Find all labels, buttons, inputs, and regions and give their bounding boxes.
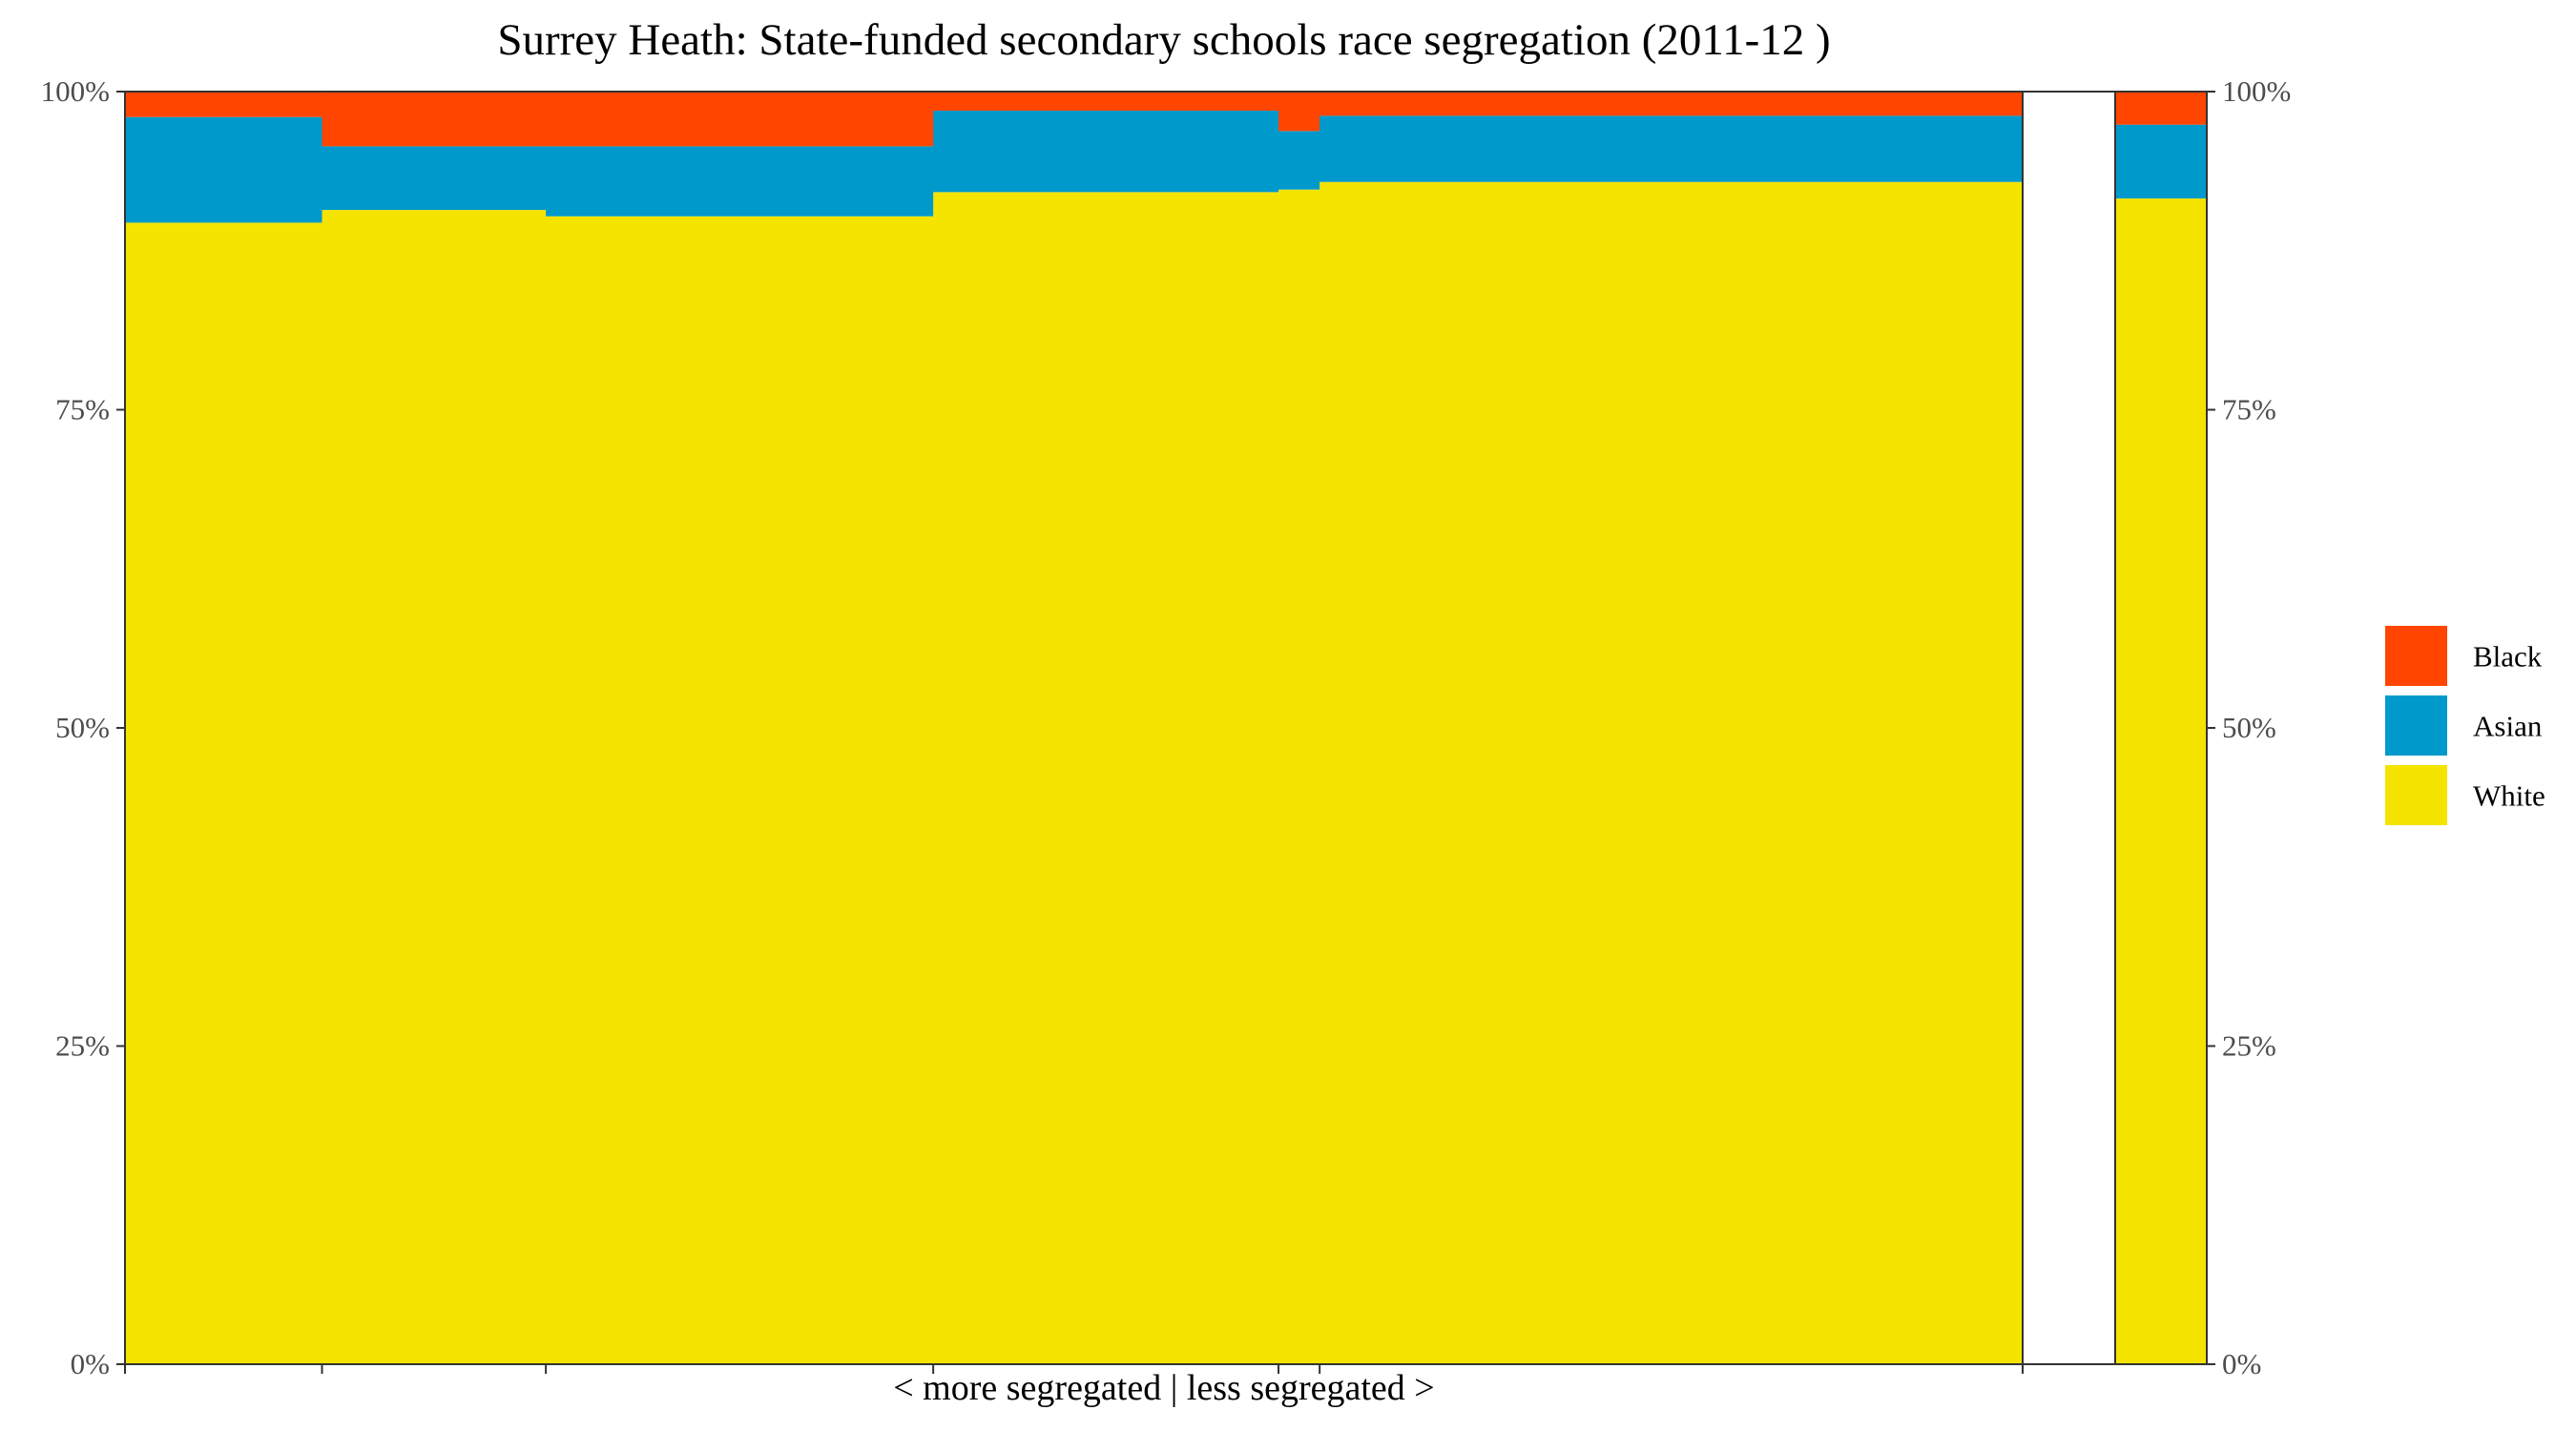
legend-key-black	[2385, 626, 2447, 686]
bar-white-6	[1319, 181, 2024, 1365]
bar-black-1	[125, 92, 323, 117]
y-tick-label-right: 100%	[2222, 74, 2291, 108]
bar-white-5	[1278, 189, 1320, 1365]
bar-black-6	[1319, 92, 2024, 116]
legend-label-black: Black	[2473, 640, 2543, 674]
y-tick-label-right: 50%	[2222, 711, 2276, 744]
chart-title: Surrey Heath: State-funded secondary sch…	[497, 15, 1830, 65]
bar-black-2	[322, 92, 547, 147]
y-tick-label-left: 25%	[55, 1029, 110, 1063]
y-tick-label-right: 25%	[2222, 1029, 2276, 1063]
bar-black-4	[933, 92, 1279, 112]
y-tick-label-left: 100%	[41, 74, 110, 108]
legend: Black Asian White	[2385, 626, 2545, 825]
legend-label-asian: Asian	[2473, 710, 2543, 743]
bar-asian-4	[933, 111, 1279, 193]
bar-white-1	[125, 222, 323, 1364]
legend-key-white	[2385, 765, 2447, 825]
x-axis-label: < more segregated | less segregated >	[893, 1368, 1434, 1408]
bar-asian-6	[1319, 115, 2024, 182]
y-axes: 0% 0% 25% 25% 50% 50% 75% 75% 100% 100%	[41, 74, 2292, 1380]
summary-bar-white	[2115, 198, 2207, 1364]
x-axis	[124, 1364, 2024, 1374]
summary-bar-black	[2115, 92, 2207, 125]
bar-asian-1	[125, 116, 323, 223]
y-tick-label-left: 75%	[55, 393, 110, 426]
bar-white-3	[546, 216, 934, 1365]
y-tick-label-left: 50%	[55, 711, 110, 744]
bar-asian-5	[1278, 131, 1320, 190]
bar-asian-2	[322, 146, 547, 211]
y-tick-label-right: 0%	[2222, 1347, 2261, 1380]
bars-group	[125, 92, 2207, 1365]
bar-black-5	[1278, 92, 1320, 132]
legend-label-white: White	[2473, 779, 2545, 813]
bar-black-3	[546, 92, 934, 147]
legend-key-asian	[2385, 695, 2447, 756]
bar-asian-3	[546, 146, 934, 217]
y-tick-label-right: 75%	[2222, 393, 2276, 426]
y-tick-label-left: 0%	[71, 1347, 110, 1380]
bar-white-2	[322, 210, 547, 1364]
bar-white-4	[933, 192, 1279, 1364]
summary-bar-asian	[2115, 124, 2207, 199]
